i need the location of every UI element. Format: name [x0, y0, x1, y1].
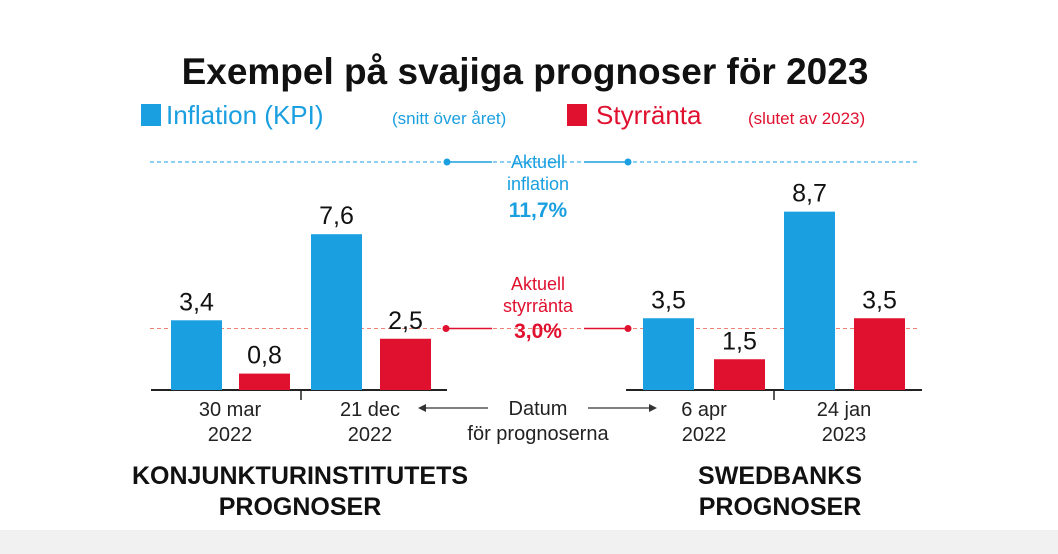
- group-name-line1: KONJUNKTURINSTITUTETS: [132, 462, 468, 490]
- inflation-annotation-line2: inflation: [507, 174, 569, 194]
- inflation-connector-dot-right: [624, 158, 632, 166]
- rate-annotation-line1: Aktuell: [511, 274, 565, 294]
- date-label-line2: 2022: [348, 424, 393, 446]
- data-label-rate: 1,5: [722, 327, 757, 355]
- data-label-rate: 2,5: [388, 307, 423, 335]
- group-name-line2: PROGNOSER: [699, 493, 862, 521]
- legend-label-rate: Styrränta: [596, 100, 702, 130]
- bar-inflation: [171, 320, 222, 390]
- footer-strip: [0, 530, 1058, 554]
- rate-annotation-line2: styrränta: [503, 296, 574, 316]
- legend-swatch-rate: [567, 104, 587, 126]
- bar-rate: [854, 318, 905, 390]
- date-caption-line2: för prognoserna: [467, 423, 609, 445]
- date-label-line2: 2022: [208, 424, 253, 446]
- legend-note-rate: (slutet av 2023): [748, 109, 865, 128]
- bar-inflation: [784, 211, 835, 390]
- group-name-line1: SWEDBANKS: [698, 462, 862, 490]
- date-label-line2: 2023: [822, 424, 867, 446]
- bar-inflation: [643, 318, 694, 390]
- date-label-line2: 2022: [682, 424, 727, 446]
- bar-rate: [714, 359, 765, 390]
- date-arrow-right-head: [649, 404, 657, 412]
- date-label-line1: 6 apr: [681, 399, 727, 421]
- legend-label-inflation: Inflation (KPI): [166, 100, 324, 130]
- legend-note-inflation: (snitt över året): [392, 109, 506, 128]
- inflation-annotation-value: 11,7%: [509, 199, 568, 222]
- legend-swatch-inflation: [141, 104, 161, 126]
- group-name-line2: PROGNOSER: [219, 493, 382, 521]
- date-caption-line1: Datum: [509, 398, 568, 420]
- date-arrow-left-head: [418, 404, 426, 412]
- data-label-inflation: 3,4: [179, 288, 214, 316]
- data-label-inflation: 3,5: [651, 286, 686, 314]
- chart-title: Exempel på svajiga prognoser för 2023: [182, 51, 869, 92]
- data-label-rate: 0,8: [247, 342, 282, 370]
- bar-rate: [239, 373, 290, 390]
- data-label-inflation: 7,6: [319, 202, 354, 230]
- date-label-line1: 21 dec: [340, 399, 400, 421]
- rate-connector-dot-right: [624, 325, 632, 332]
- data-label-inflation: 8,7: [792, 180, 827, 208]
- inflation-annotation-line1: Aktuell: [511, 152, 565, 172]
- date-label-line1: 24 jan: [817, 399, 872, 421]
- bar-inflation: [311, 234, 362, 390]
- rate-annotation-value: 3,0%: [514, 320, 562, 343]
- bar-rate: [380, 338, 431, 390]
- date-label-line1: 30 mar: [199, 399, 262, 421]
- inflation-connector-dot-left: [443, 158, 451, 166]
- data-label-rate: 3,5: [862, 286, 897, 314]
- rate-connector-dot-left: [442, 325, 450, 332]
